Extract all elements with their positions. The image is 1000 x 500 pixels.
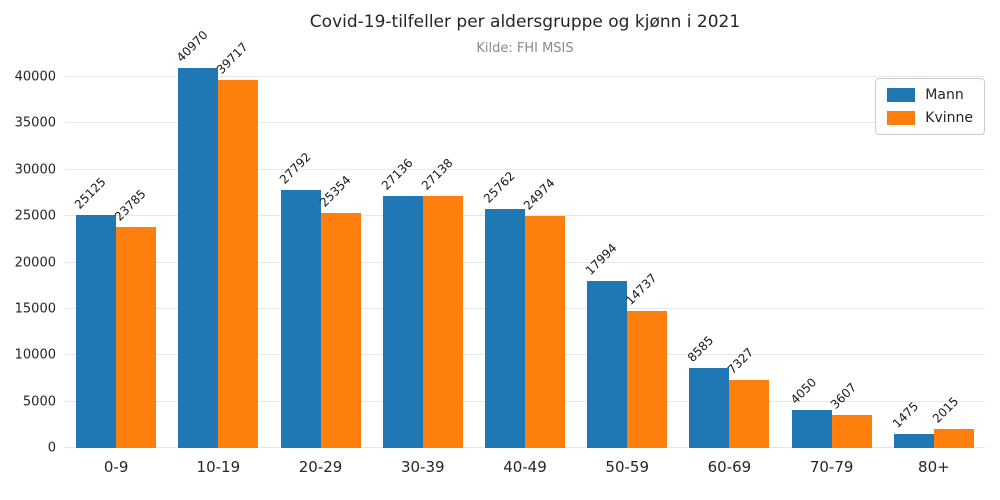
y-tick-label-30000: 30000 [14,162,56,178]
x-tick-label-20-29: 20-29 [298,458,343,476]
bar-kvinne-60-69: 7327 [725,345,770,448]
bar-value-label: 27136 [378,156,416,194]
y-tick-label-40000: 40000 [14,69,56,85]
x-tick-label-40-49: 40-49 [503,458,547,476]
bar-kvinne-80+: 2015 [930,395,974,448]
x-axis-tick-labels: 0-9 10-19 20-29 30-39 40-49 50-59 60-69 70-79 80… [65,458,985,476]
bar-value-label: 7327 [725,345,757,377]
bar-kvinne-40-49: 24974 [521,176,565,448]
x-tick-label-70-79: 70-79 [809,458,854,476]
bar-mann-80+: 1475 [890,400,934,448]
bar-value-label: 4050 [787,375,819,408]
bar-value-label: 2015 [929,394,962,427]
bar-mann-40-49: 25762 [481,169,525,448]
bar-group-10-19: 40970 39717 [167,28,269,448]
gridline-35000 [65,122,985,124]
bar-group-70-79: 4050 3607 [781,40,883,448]
bar-group-60-69: 8585 7327 [678,40,780,448]
y-tick-label-20000: 20000 [14,255,56,271]
bar-kvinne-10-19: 39717 [214,40,259,448]
bar-mann-60-69: 8585 [685,334,730,448]
plot-area: 25125 23785 40970 39717 27792 25354 27136 27138… [65,28,985,448]
bar-group-80+: 1475 2015 [883,40,985,448]
x-tick-label-0-9: 0-9 [103,458,129,476]
y-tick-label-15000: 15000 [14,301,56,317]
y-tick-label-25000: 25000 [14,208,56,224]
bar-mann-50-59: 17994 [583,241,628,448]
bar-value-label: 24974 [520,176,558,214]
bar-mann-70-79: 4050 [787,376,832,448]
legend-item-mann: Mann [887,88,973,102]
bar-group-50-59: 17994 14737 [576,40,678,448]
bar-kvinne-50-59: 14737 [623,271,668,448]
bar-value-label: 39717 [214,39,252,77]
bar-value-label: 23785 [111,187,149,225]
bar-kvinne-0-9: 23785 [112,187,157,448]
x-tick-label-50-59: 50-59 [605,458,649,476]
bar-group-20-29: 27792 25354 [269,40,371,448]
chart-title: Covid-19-tilfeller per aldersgruppe og k… [309,12,741,32]
legend-item-kvinne: Kvinne [887,111,973,125]
x-tick-label-10-19: 10-19 [196,458,241,476]
gridline-40000 [65,76,985,78]
bar-kvinne-30-39: 27138 [419,156,463,448]
bar-value-label: 1475 [889,399,922,432]
y-tick-label-5000: 5000 [22,394,56,410]
bar-value-label: 27138 [418,156,456,194]
bar-kvinne-70-79: 3607 [827,380,872,448]
x-tick-label-30-39: 30-39 [400,458,445,476]
bar-value-label: 14737 [623,271,660,309]
bar-kvinne-20-29: 25354 [316,173,361,448]
bar-value-label: 25125 [71,174,109,212]
legend-swatch-kvinne [887,111,916,125]
x-tick-label-60-69: 60-69 [707,458,752,476]
y-tick-label-10000: 10000 [14,347,56,363]
legend-swatch-mann [887,88,916,102]
bar-mann-10-19: 40970 [174,28,219,448]
bar-group-0-9: 25125 23785 [65,40,167,448]
bar-mann-30-39: 27136 [379,156,423,448]
legend: Mann Kvinne [875,78,985,135]
legend-label-kvinne: Kvinne [925,110,973,126]
bar-group-30-39: 27136 27138 [372,40,474,448]
bar-value-label: 40970 [174,27,212,65]
bar-mann-0-9: 25125 [72,175,117,448]
y-axis-tick-labels: 0 5000 10000 15000 20000 25000 30000 35000 40000 [0,40,56,455]
bar-value-label: 27792 [276,150,314,188]
chart-subtitle: Kilde: FHI MSIS [476,41,574,56]
y-tick-label-0: 0 [47,440,56,456]
bar-value-label: 25354 [316,172,354,210]
bar-value-label: 3607 [827,379,859,412]
bar-groups: 25125 23785 40970 39717 27792 25354 27136 27138… [65,28,985,448]
bar-value-label: 8585 [685,333,717,366]
x-tick-label-80+: 80+ [918,458,950,476]
legend-label-mann: Mann [925,87,964,103]
gridline-25000 [65,215,985,217]
bar-value-label: 17994 [583,240,620,278]
bar-value-label: 25762 [480,168,518,206]
y-tick-label-35000: 35000 [14,115,56,131]
bar-group-40-49: 25762 24974 [474,40,576,448]
gridline-30000 [65,168,985,170]
bar-mann-20-29: 27792 [276,150,321,448]
